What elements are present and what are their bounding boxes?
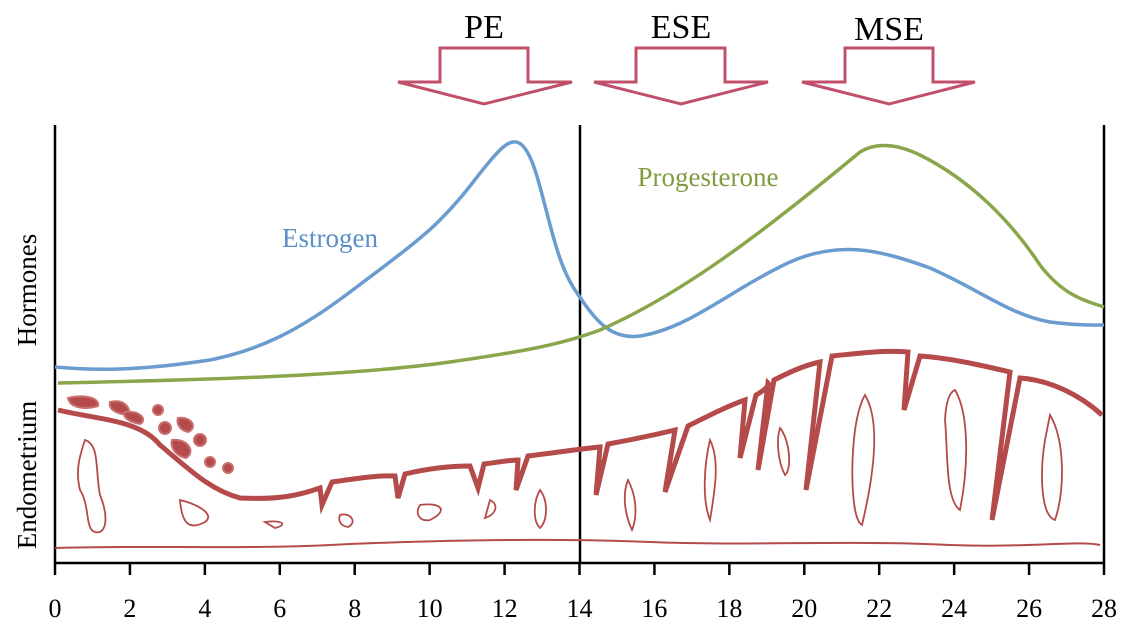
phase-label: ESE bbox=[651, 9, 711, 46]
x-tick-label: 18 bbox=[716, 594, 742, 623]
x-tick-label: 16 bbox=[641, 594, 667, 623]
arrow bbox=[594, 48, 768, 104]
x-tick-label: 0 bbox=[49, 594, 62, 623]
basal-line bbox=[55, 540, 1100, 548]
x-tick-label: 14 bbox=[567, 594, 593, 623]
x-tick-label: 2 bbox=[123, 594, 136, 623]
diagram: PE ESE MSE 0246810121416182022242628 Hor… bbox=[0, 0, 1122, 631]
phase-label: MSE bbox=[854, 11, 924, 48]
glands bbox=[78, 390, 1062, 532]
phase-arrows bbox=[398, 48, 975, 104]
y-label: Endometrium bbox=[12, 401, 42, 549]
phase-label: PE bbox=[464, 9, 504, 46]
x-tick-label: 28 bbox=[1091, 594, 1117, 623]
x-tick-label: 26 bbox=[1016, 594, 1042, 623]
x-tick-label: 4 bbox=[198, 594, 211, 623]
arrow bbox=[398, 48, 572, 104]
curve-label: Estrogen bbox=[282, 223, 378, 253]
y-label: Hormones bbox=[12, 234, 42, 346]
arrow bbox=[802, 48, 975, 104]
x-tick-label: 24 bbox=[941, 594, 967, 623]
x-tick-label: 6 bbox=[273, 594, 286, 623]
curve-label: Progesterone bbox=[638, 162, 779, 192]
x-tick-label: 12 bbox=[492, 594, 518, 623]
x-tick-label: 22 bbox=[866, 594, 892, 623]
x-tick-label: 8 bbox=[348, 594, 361, 623]
x-tick-label: 20 bbox=[791, 594, 817, 623]
x-tick-label: 10 bbox=[417, 594, 443, 623]
endometrium bbox=[55, 351, 1102, 548]
